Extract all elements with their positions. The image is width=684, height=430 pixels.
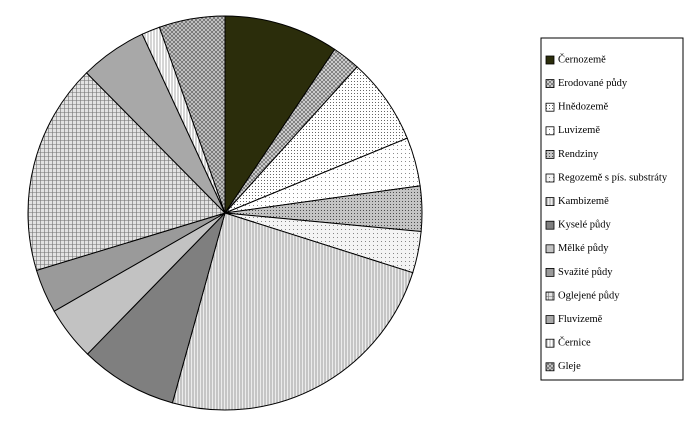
legend-label: Svažité půdy [558, 267, 613, 278]
legend-swatch-texture [546, 174, 554, 182]
legend-label: Regozemě s pís. substráty [558, 172, 668, 183]
pie-slice [54, 213, 225, 355]
slice-outline [224, 15, 336, 215]
pie-slice [36, 213, 225, 312]
legend-label: Rendziny [558, 149, 599, 160]
legend-label: Kambizemě [558, 196, 609, 207]
slice-texture [225, 213, 422, 273]
slice-texture [225, 138, 421, 213]
slice-texture [28, 72, 226, 271]
slice-texture [159, 15, 225, 213]
legend-label: Černice [558, 337, 591, 349]
pie-slice [86, 34, 225, 213]
slice-texture [172, 213, 413, 411]
legend-swatch [545, 220, 555, 230]
legend-swatch-texture [546, 79, 554, 88]
legend-swatch [545, 244, 555, 254]
slice-texture [225, 49, 358, 214]
pie-slice [87, 213, 225, 403]
legend-box [540, 37, 684, 381]
legend-swatch-texture [546, 362, 554, 371]
legend-swatch-texture [546, 339, 554, 348]
pie-slice [225, 16, 335, 213]
legend-swatch-texture [546, 150, 554, 159]
legend-swatch [545, 55, 555, 65]
slice-outline [27, 72, 226, 271]
legend-swatch-texture [546, 103, 554, 112]
legend-label: Kyselé půdy [558, 220, 612, 231]
legend-label: Fluvizemě [558, 314, 603, 325]
slice-outline [158, 15, 226, 214]
legend-swatch-texture [546, 197, 554, 206]
legend-label: Gleje [558, 361, 581, 372]
legend-swatch [545, 315, 555, 325]
legend-label: Oglejené půdy [558, 290, 620, 301]
legend-label: Hnědozemě [558, 102, 608, 113]
legend-label: Erodované půdy [558, 78, 628, 89]
legend-swatch-texture [546, 292, 554, 300]
slice-outline [171, 212, 414, 411]
legend-label: Luvizemě [558, 125, 600, 136]
legend-label: Mělké půdy [558, 243, 609, 254]
slice-outline [86, 212, 226, 404]
legend-swatch [545, 267, 555, 277]
legend-swatch-texture [546, 126, 554, 135]
legend-label: Černozemě [558, 53, 606, 65]
slice-texture [142, 27, 225, 213]
slice-texture [225, 66, 408, 214]
slice-texture [225, 185, 423, 232]
